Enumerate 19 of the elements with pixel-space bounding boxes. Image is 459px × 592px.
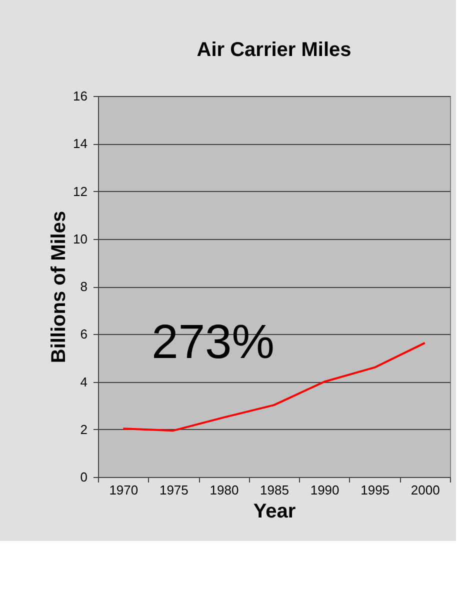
x-tick-label: 1985: [260, 482, 289, 498]
y-tick-label: 16: [73, 88, 88, 104]
y-tick-label: 0: [80, 470, 88, 484]
y-tick-label: 4: [80, 374, 88, 390]
y-tick-label: 8: [80, 279, 88, 294]
y-tick-label: 12: [73, 184, 88, 199]
chart-title: Air Carrier Miles: [196, 39, 352, 61]
x-tick-label: 1990: [310, 482, 340, 498]
x-tick-label: 1975: [159, 482, 188, 498]
x-axis-title: Year: [253, 500, 296, 522]
y-tick-label: 10: [73, 231, 88, 246]
y-axis-title: Billions of Miles: [48, 210, 70, 364]
x-tick-label: 1995: [360, 482, 390, 498]
y-tick-label: 6: [80, 326, 88, 342]
x-tick-label: 1970: [109, 482, 138, 498]
y-tick-label: 2: [80, 422, 88, 437]
x-tick-label: 1980: [210, 482, 239, 498]
y-tick-label: 14: [73, 136, 88, 152]
x-tick-label: 2000: [410, 482, 440, 498]
